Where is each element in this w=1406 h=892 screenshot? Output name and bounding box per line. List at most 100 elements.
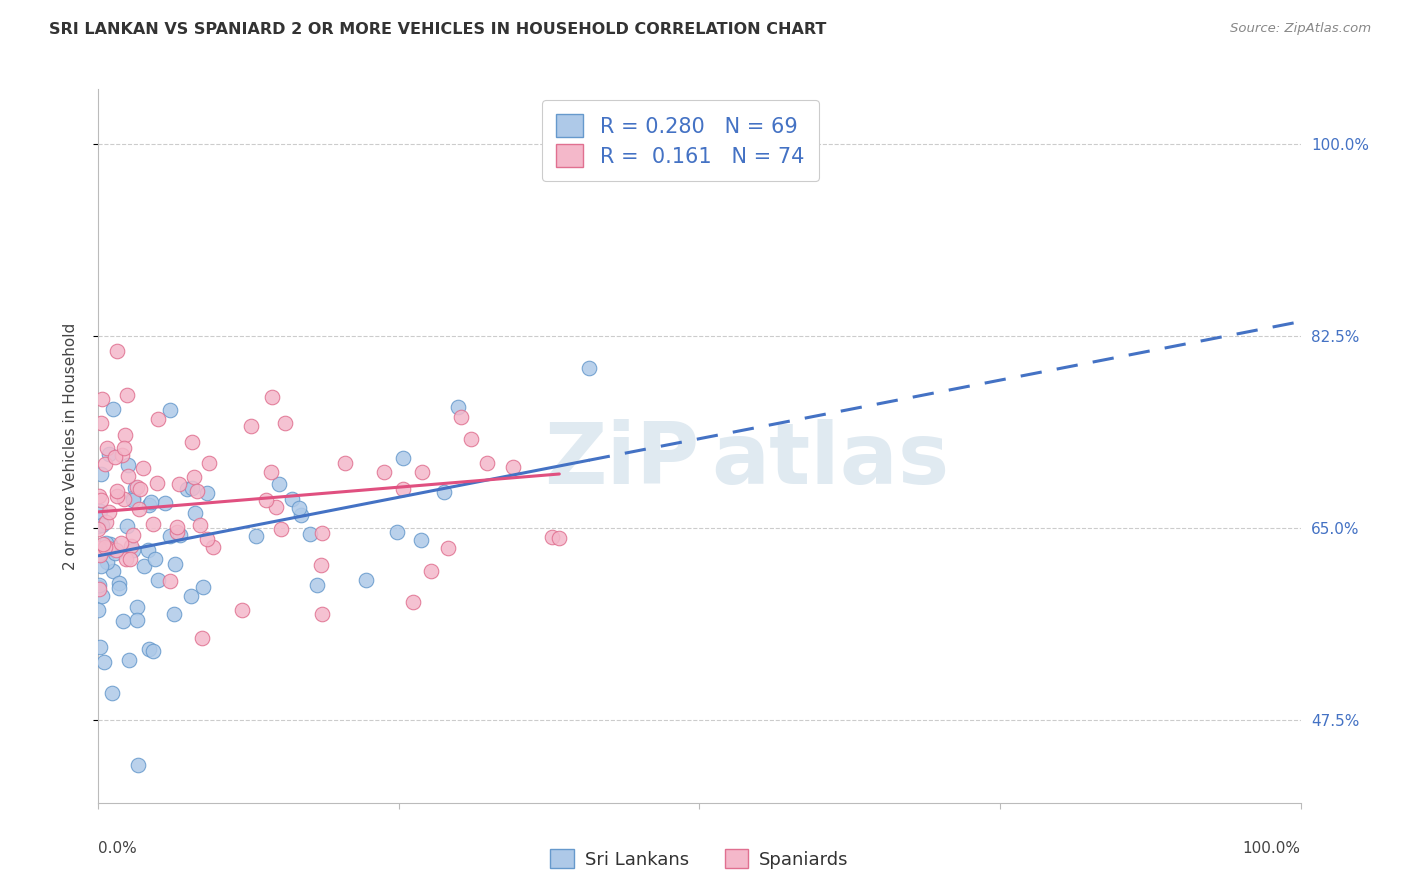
Point: [269, 476, 291, 491]
Point: [419, 564, 441, 578]
Point: [387, 524, 409, 539]
Point: [142, 516, 165, 531]
Text: Source: ZipAtlas.com: Source: ZipAtlas.com: [1230, 22, 1371, 36]
Point: [96, 556, 118, 570]
Point: [121, 493, 143, 508]
Point: [136, 542, 159, 557]
Point: [125, 600, 148, 615]
Point: [112, 492, 135, 507]
Point: [231, 603, 253, 617]
Point: [159, 574, 181, 588]
Point: [460, 432, 482, 446]
Point: [502, 459, 524, 474]
Point: [91, 537, 114, 551]
Point: [105, 489, 128, 503]
Point: [191, 580, 214, 594]
Point: [107, 575, 129, 590]
Point: [280, 491, 302, 506]
Point: [87, 541, 110, 555]
Point: [433, 484, 456, 499]
Point: [167, 476, 190, 491]
Point: [112, 441, 135, 455]
Point: [290, 508, 312, 523]
Point: [105, 542, 128, 557]
Point: [191, 631, 214, 645]
Point: [186, 483, 208, 498]
Point: [93, 655, 115, 669]
Point: [122, 542, 145, 557]
Point: [166, 524, 188, 539]
Point: [240, 418, 263, 433]
Point: [166, 520, 188, 534]
Point: [90, 558, 112, 573]
Point: [392, 482, 415, 496]
Point: [89, 640, 111, 655]
Point: [114, 428, 136, 442]
Point: [101, 401, 124, 416]
Point: [411, 533, 433, 548]
Point: [475, 456, 498, 470]
Point: [146, 411, 169, 425]
Point: [141, 495, 163, 509]
Point: [163, 607, 186, 622]
Point: [180, 589, 202, 603]
Point: [134, 558, 156, 573]
Point: [578, 360, 600, 375]
Point: [183, 470, 205, 484]
Point: [274, 416, 297, 430]
Point: [270, 522, 292, 536]
Point: [91, 392, 114, 407]
Point: [90, 467, 112, 481]
Point: [143, 552, 166, 566]
Point: [87, 489, 110, 503]
Point: [142, 644, 165, 658]
Point: [98, 537, 121, 551]
Point: [90, 492, 112, 507]
Point: [89, 582, 111, 597]
Point: [105, 344, 128, 359]
Point: [245, 529, 267, 543]
Point: [98, 504, 121, 518]
Point: [260, 390, 283, 404]
Point: [201, 540, 224, 554]
Point: [111, 448, 134, 462]
Point: [138, 498, 160, 512]
Point: [373, 466, 395, 480]
Point: [87, 518, 110, 533]
Point: [89, 548, 111, 562]
Point: [90, 517, 112, 532]
Point: [288, 501, 311, 516]
Point: [146, 475, 169, 490]
Text: SRI LANKAN VS SPANIARD 2 OR MORE VEHICLES IN HOUSEHOLD CORRELATION CHART: SRI LANKAN VS SPANIARD 2 OR MORE VEHICLE…: [49, 22, 827, 37]
Point: [120, 539, 142, 553]
Point: [548, 531, 571, 545]
Text: 0.0%: 0.0%: [98, 841, 138, 856]
Point: [127, 613, 149, 627]
Point: [122, 528, 145, 542]
Point: [299, 526, 322, 541]
Point: [93, 541, 115, 555]
Point: [447, 401, 470, 415]
Point: [105, 483, 128, 498]
Text: atlas: atlas: [711, 418, 950, 502]
Point: [184, 506, 207, 520]
Point: [128, 482, 150, 496]
Point: [188, 517, 211, 532]
Point: [121, 491, 143, 505]
Point: [101, 686, 124, 700]
Point: [165, 558, 187, 572]
Legend: Sri Lankans, Spaniards: Sri Lankans, Spaniards: [543, 841, 856, 876]
Point: [87, 578, 110, 592]
Point: [117, 469, 139, 483]
Point: [311, 525, 333, 540]
Point: [97, 541, 120, 555]
Point: [125, 480, 148, 494]
Point: [146, 573, 169, 587]
Point: [450, 410, 472, 425]
Point: [94, 457, 117, 471]
Point: [311, 607, 333, 621]
Point: [87, 603, 110, 617]
Point: [198, 456, 221, 470]
Point: [309, 558, 332, 573]
Text: ZiP: ZiP: [544, 418, 700, 502]
